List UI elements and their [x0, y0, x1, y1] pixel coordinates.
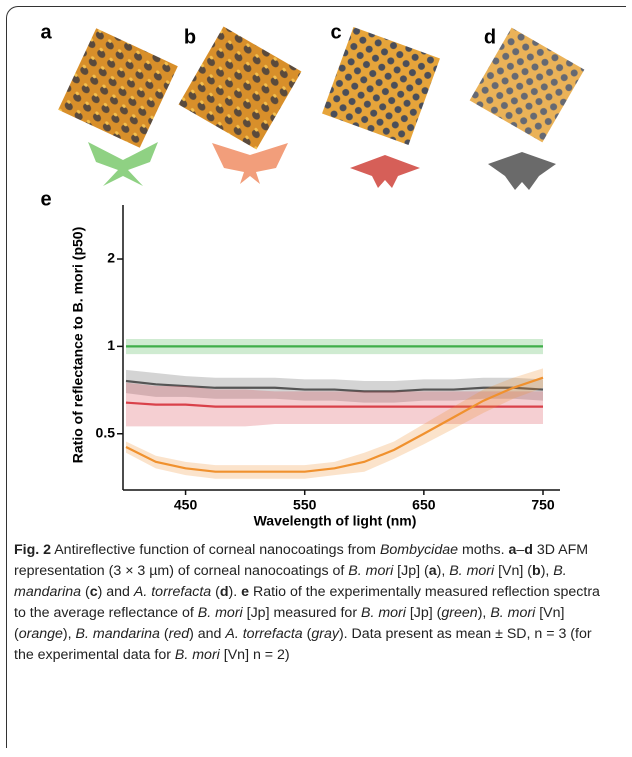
caption-run: (	[160, 626, 169, 642]
moths	[88, 142, 556, 190]
y-axis-label: Ratio of reflectance to B. mori (p50)	[70, 227, 86, 463]
x-tick-label: 750	[531, 497, 555, 513]
caption-run: Fig. 2	[14, 542, 51, 558]
caption-run: ),	[541, 563, 554, 579]
x-axis-label: Wavelength of light (nm)	[254, 513, 417, 529]
moth-green	[88, 142, 158, 186]
x-tick-label: 550	[293, 497, 317, 513]
panel-label: d	[484, 26, 496, 48]
caption-run: B. mori	[198, 605, 243, 621]
caption-run: gray	[311, 626, 339, 642]
caption-run: e	[241, 584, 249, 600]
caption-run: [Vn] (	[494, 563, 532, 579]
caption-run: a	[429, 563, 437, 579]
caption-run: ),	[437, 563, 450, 579]
caption-run: red	[169, 626, 190, 642]
caption-run: ),	[478, 605, 491, 621]
caption-run: green	[441, 605, 477, 621]
moth-orange	[212, 143, 288, 184]
panel-label: a	[40, 21, 52, 43]
y-tick-label: 1	[107, 337, 115, 353]
caption-run: Bombycidae	[380, 542, 458, 558]
caption-run: B. mori	[348, 563, 393, 579]
caption-run: ) and	[98, 584, 134, 600]
caption-run: orange	[19, 626, 63, 642]
figure: a b c d e Ratio of reflectance to B. mor…	[0, 0, 632, 535]
caption-run: [Jp] (	[393, 563, 428, 579]
x-tick-label: 650	[412, 497, 436, 513]
plot: 0.5 1 2 450 550 650 750	[96, 205, 560, 513]
afm-images	[58, 27, 584, 150]
caption-run: c	[90, 584, 98, 600]
caption-run: B. mori	[361, 605, 406, 621]
caption-run: B. mori	[449, 563, 494, 579]
afm-image	[58, 28, 178, 148]
y-tick-label: 2	[107, 250, 115, 266]
page: {"panel_labels": ["a", "b", "c", "d", "e…	[0, 0, 632, 757]
caption-run: [Vn] n = 2)	[220, 647, 290, 663]
caption-run: ),	[63, 626, 76, 642]
caption-run: moths.	[458, 542, 508, 558]
moth-red	[350, 155, 420, 188]
caption-run: [Jp] (	[406, 605, 441, 621]
x-tick-label: 450	[174, 497, 198, 513]
panel-label: e	[40, 188, 51, 210]
caption-run: [Jp] measured for	[243, 605, 361, 621]
caption-run: ) and	[189, 626, 225, 642]
caption-run: d	[524, 542, 533, 558]
caption-run: B. mori	[490, 605, 535, 621]
caption-run: d	[220, 584, 229, 600]
afm-image	[179, 27, 302, 150]
caption-run: ).	[229, 584, 242, 600]
caption-run: (	[211, 584, 220, 600]
caption-run: (	[81, 584, 90, 600]
caption: Fig. 2 Antireflective function of cornea…	[14, 540, 614, 666]
caption-run: A. torrefacta	[134, 584, 211, 600]
panel-label: b	[184, 26, 196, 48]
caption-run: B. mandarina	[76, 626, 160, 642]
caption-run: B. mori	[175, 647, 220, 663]
caption-run: Antireflective function of corneal nanoc…	[51, 542, 380, 558]
caption-run: A. torrefacta	[225, 626, 302, 642]
afm-image	[322, 27, 440, 145]
caption-run: b	[532, 563, 541, 579]
y-tick-label: 0.5	[96, 424, 116, 440]
moth-gray	[488, 152, 556, 190]
panel-label: c	[330, 21, 341, 43]
